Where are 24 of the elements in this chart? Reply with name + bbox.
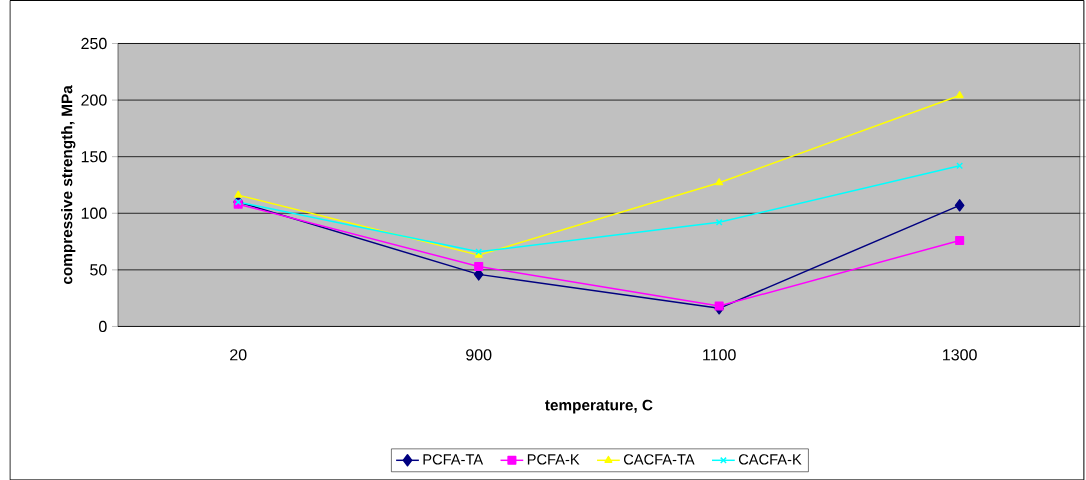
legend-label: CACFA-TA	[623, 453, 695, 465]
legend-label: PCFA-K	[527, 453, 580, 465]
x-axis-title: temperature, C	[545, 399, 653, 414]
point	[715, 177, 724, 186]
x-tick-label: 1100	[703, 348, 736, 361]
point	[955, 90, 964, 98]
y-axis-title: compressive strength, MPa	[61, 85, 76, 284]
x-tick-label: 1300	[943, 348, 977, 361]
y-tick-label: 150	[81, 150, 107, 163]
y-tick-label: 0	[99, 320, 107, 332]
y-tick-label: 50	[90, 263, 107, 276]
point	[956, 162, 964, 169]
y-tick-label: 100	[81, 207, 107, 219]
point	[954, 198, 965, 212]
point	[714, 301, 724, 311]
point	[474, 261, 484, 271]
y-tick-label: 200	[81, 94, 107, 106]
point	[234, 190, 243, 198]
legend-label: PCFA-TA	[423, 453, 484, 465]
y-tick-label: 250	[81, 37, 107, 49]
point	[955, 235, 965, 245]
x-tick-label: 900	[466, 348, 492, 361]
x-tick-label: 20	[230, 348, 247, 361]
legend-label: CACFA-K	[738, 453, 802, 465]
